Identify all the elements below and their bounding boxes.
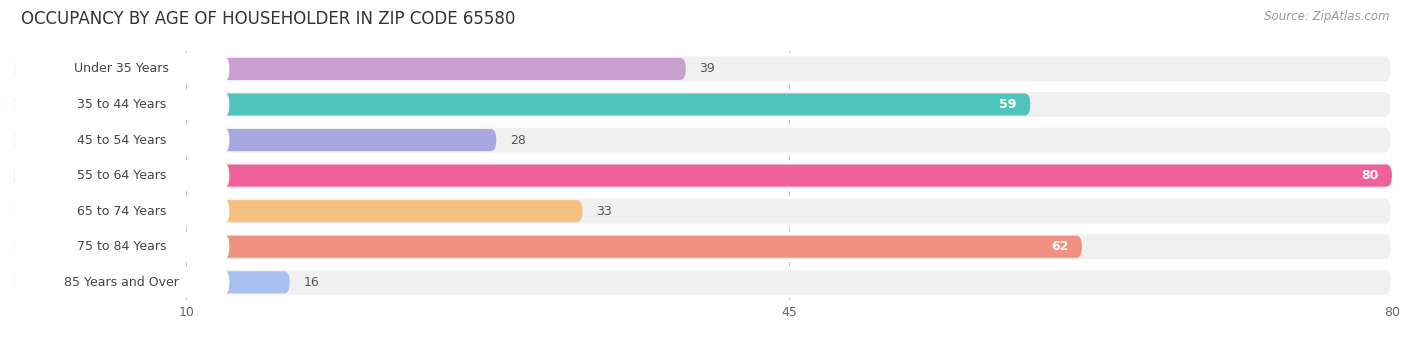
FancyBboxPatch shape <box>14 93 1031 116</box>
FancyBboxPatch shape <box>14 126 1392 154</box>
FancyBboxPatch shape <box>14 234 229 260</box>
FancyBboxPatch shape <box>14 56 229 82</box>
Text: 75 to 84 Years: 75 to 84 Years <box>77 240 166 253</box>
Text: 80: 80 <box>1361 169 1378 182</box>
Text: 16: 16 <box>304 276 319 289</box>
Text: 65 to 74 Years: 65 to 74 Years <box>77 205 166 218</box>
FancyBboxPatch shape <box>14 163 229 189</box>
Text: 45 to 54 Years: 45 to 54 Years <box>77 134 166 147</box>
Text: Source: ZipAtlas.com: Source: ZipAtlas.com <box>1264 10 1389 23</box>
Text: 85 Years and Over: 85 Years and Over <box>65 276 179 289</box>
Text: 28: 28 <box>510 134 526 147</box>
Text: 55 to 64 Years: 55 to 64 Years <box>77 169 166 182</box>
FancyBboxPatch shape <box>14 92 229 117</box>
FancyBboxPatch shape <box>14 236 1083 258</box>
FancyBboxPatch shape <box>14 269 229 295</box>
FancyBboxPatch shape <box>14 233 1392 261</box>
Text: 62: 62 <box>1050 240 1069 253</box>
FancyBboxPatch shape <box>14 271 290 293</box>
FancyBboxPatch shape <box>14 91 1392 118</box>
FancyBboxPatch shape <box>14 127 229 153</box>
FancyBboxPatch shape <box>14 197 1392 225</box>
FancyBboxPatch shape <box>14 200 582 222</box>
Text: 33: 33 <box>596 205 612 218</box>
FancyBboxPatch shape <box>14 58 686 80</box>
Text: 35 to 44 Years: 35 to 44 Years <box>77 98 166 111</box>
FancyBboxPatch shape <box>14 55 1392 83</box>
Text: 59: 59 <box>1000 98 1017 111</box>
Text: OCCUPANCY BY AGE OF HOUSEHOLDER IN ZIP CODE 65580: OCCUPANCY BY AGE OF HOUSEHOLDER IN ZIP C… <box>21 10 516 28</box>
FancyBboxPatch shape <box>14 268 1392 296</box>
FancyBboxPatch shape <box>14 162 1392 190</box>
FancyBboxPatch shape <box>14 129 496 151</box>
FancyBboxPatch shape <box>14 165 1392 187</box>
Text: 39: 39 <box>700 62 716 75</box>
Text: Under 35 Years: Under 35 Years <box>75 62 169 75</box>
FancyBboxPatch shape <box>14 198 229 224</box>
